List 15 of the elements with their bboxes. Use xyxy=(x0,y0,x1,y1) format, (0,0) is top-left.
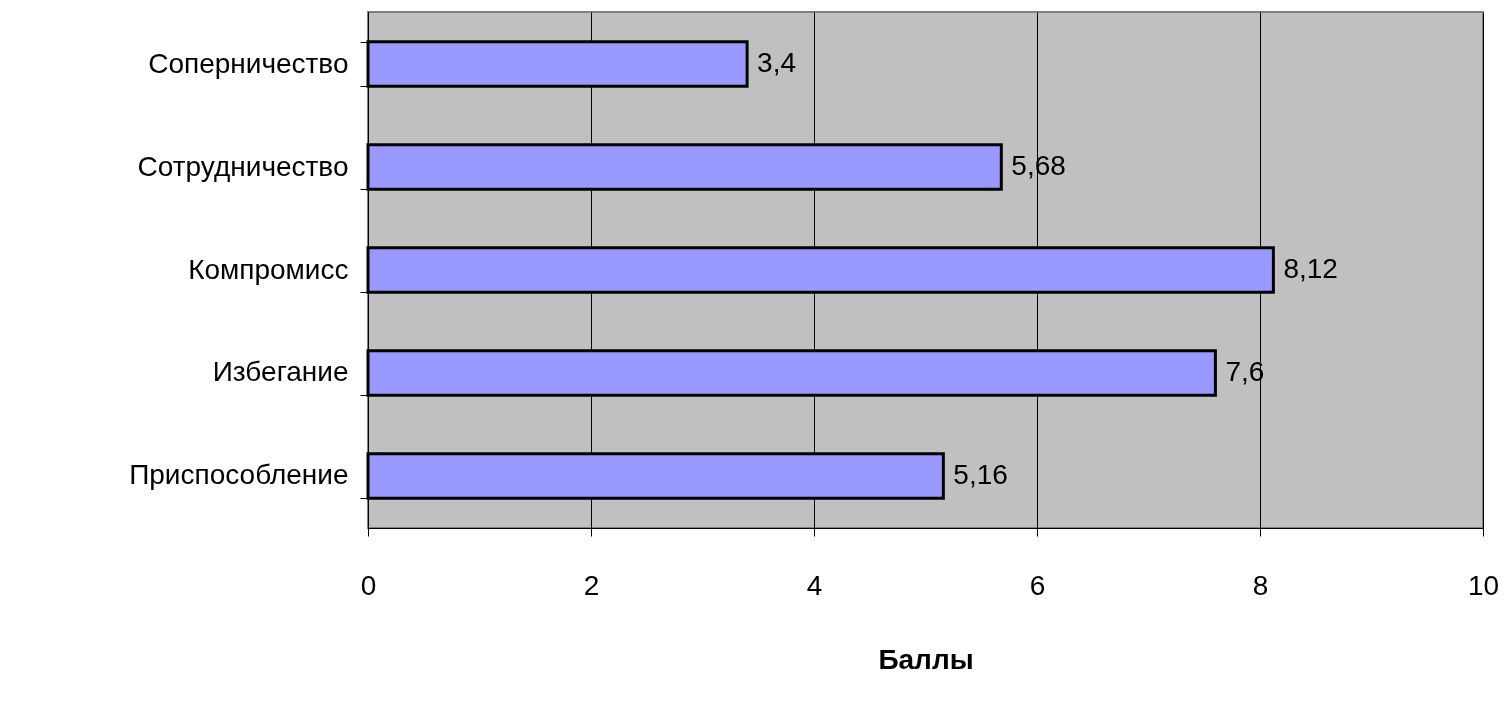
y-tick-label: Избегание xyxy=(212,356,349,388)
data-label: 8,12 xyxy=(1283,253,1338,284)
x-axis-title: Баллы xyxy=(878,643,974,675)
y-tick-label: Сотрудничество xyxy=(137,150,349,182)
x-tick-label: 10 xyxy=(1467,569,1500,601)
data-label: 3,4 xyxy=(757,47,797,79)
x-tick-label: 6 xyxy=(1029,569,1046,601)
y-tick-label: Приспособление xyxy=(129,459,349,491)
x-tick-label: 8 xyxy=(1252,569,1269,601)
y-tick-label: Компромисс xyxy=(188,253,349,285)
x-tick-label: 0 xyxy=(360,569,377,601)
y-tick-label: Соперничество xyxy=(148,47,349,79)
x-tick-label: 2 xyxy=(583,569,600,601)
x-tick-label: 4 xyxy=(806,569,823,601)
data-label: 5,16 xyxy=(953,458,1008,490)
